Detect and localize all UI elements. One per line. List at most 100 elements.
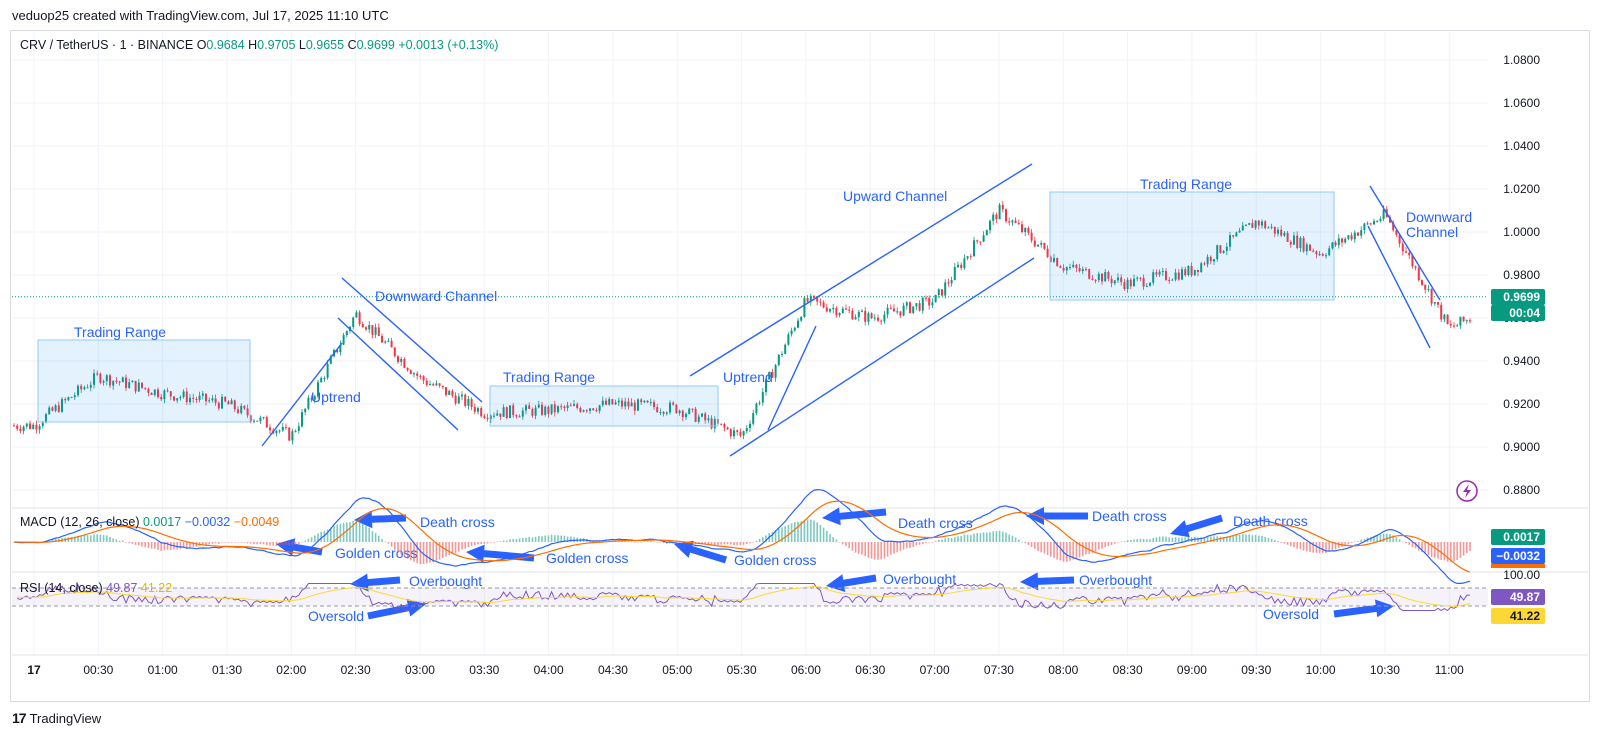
- candle-body: [403, 358, 406, 368]
- macd-histogram-bar: [48, 540, 50, 542]
- candle-body: [928, 297, 931, 306]
- macd-histogram-bar: [1347, 542, 1350, 545]
- candle-body: [397, 356, 399, 362]
- macd-histogram-bar: [1178, 537, 1180, 542]
- candle-body: [902, 305, 905, 316]
- macd-histogram-bar: [144, 542, 146, 548]
- candle-body: [857, 311, 860, 318]
- chart-credit: veduop25 created with TradingView.com, J…: [12, 8, 389, 23]
- candle-body: [937, 289, 940, 295]
- time-tick-label: 05:30: [727, 663, 757, 677]
- macd-histogram-bar: [890, 542, 892, 555]
- rsi-value: 49.87: [106, 581, 138, 595]
- candle-body: [589, 408, 591, 411]
- candle-body: [1360, 230, 1363, 236]
- macd-histogram-bar: [422, 542, 425, 565]
- candle-body: [1216, 245, 1219, 260]
- candle-body: [733, 430, 735, 437]
- macd-histogram-bar: [832, 537, 834, 542]
- candle-body: [70, 397, 73, 399]
- macd-histogram-bar: [797, 521, 799, 542]
- candle-body: [1267, 227, 1270, 229]
- brand-name: TradingView: [29, 710, 102, 726]
- rsi-ma-value: 41.22: [140, 581, 173, 595]
- macd-histogram-bar: [1264, 536, 1266, 542]
- candle-body: [1129, 279, 1132, 287]
- candle-body: [195, 398, 198, 400]
- macd-histogram-bar: [1325, 542, 1327, 553]
- candle-body: [819, 301, 822, 303]
- candle-body: [57, 405, 60, 412]
- rsi-legend[interactable]: RSI (14, close) 49.87 41.22: [20, 581, 172, 595]
- macd-histogram-bar: [218, 542, 220, 544]
- candle-body: [688, 408, 691, 414]
- candle-body: [157, 389, 159, 398]
- candle-body: [678, 410, 681, 414]
- tradingview-logo-icon: 17: [12, 710, 27, 726]
- uptrend-label-1: Uptrend: [311, 389, 361, 405]
- macd-histogram-bar: [368, 527, 370, 542]
- macd-histogram-bar: [1373, 536, 1375, 542]
- macd-histogram-bar: [710, 542, 713, 546]
- macd-histogram-bar: [160, 542, 162, 551]
- candle-body: [1440, 304, 1443, 320]
- tradingview-logo[interactable]: 17 TradingView: [12, 710, 101, 726]
- macd-histogram-bar: [467, 542, 470, 547]
- price-tick-label: 0.9800: [1503, 268, 1540, 282]
- candle-body: [1104, 272, 1107, 282]
- candle-body: [877, 317, 879, 321]
- macd-histogram-bar: [704, 542, 706, 545]
- macd-histogram-bar: [922, 542, 924, 544]
- symbol-legend[interactable]: CRV / TetherUS · 1 · BINANCE O0.9684 H0.…: [20, 38, 498, 52]
- macd-histogram-bar: [730, 542, 732, 545]
- oversold-label-2: Oversold: [1263, 606, 1319, 622]
- macd-histogram-bar: [909, 542, 911, 548]
- candle-body: [1257, 220, 1260, 226]
- macd-histogram-bar: [1258, 535, 1260, 542]
- macd-histogram-bar: [1187, 536, 1190, 542]
- macd-histogram-bar: [429, 542, 431, 563]
- macd-histogram-bar: [1008, 534, 1010, 542]
- candle-body: [38, 426, 41, 430]
- golden-cross-arrow-2: [466, 544, 535, 563]
- candle-body: [121, 377, 124, 383]
- candle-body: [1033, 240, 1036, 247]
- candle-body: [739, 431, 742, 436]
- macd-histogram-bar: [96, 534, 98, 542]
- macd-legend[interactable]: MACD (12, 26, close) 0.0017 −0.0032 −0.0…: [20, 515, 279, 529]
- macd-histogram-bar: [266, 542, 268, 546]
- macd-histogram-bar: [525, 537, 527, 542]
- candle-body: [1376, 221, 1379, 223]
- macd-histogram-bar: [544, 535, 546, 542]
- trend-lines: [261, 163, 1441, 457]
- candle-body: [576, 404, 579, 408]
- candle-body: [889, 307, 892, 309]
- candle-body: [368, 325, 371, 330]
- downward-channel-label-1: Downward Channel: [375, 288, 497, 304]
- candle-body: [35, 424, 38, 430]
- candle-body: [1075, 264, 1078, 268]
- candle-body: [1235, 232, 1238, 237]
- candle-body: [486, 417, 489, 419]
- rsi-line: [17, 582, 1471, 612]
- macd-histogram-bar: [643, 541, 646, 542]
- trading-range-box-3: [1049, 191, 1335, 301]
- macd-histogram-bar: [74, 536, 76, 542]
- macd-histogram-bar: [307, 538, 310, 542]
- macd-histogram-bar: [755, 540, 758, 542]
- macd-histogram-bar: [352, 520, 354, 542]
- macd-histogram-bar: [106, 535, 108, 542]
- candle-body: [707, 418, 710, 421]
- time-tick-label: 07:00: [920, 663, 950, 677]
- candle-body: [1392, 222, 1395, 231]
- macd-histogram-bar: [1050, 542, 1052, 557]
- candle-body: [422, 376, 425, 381]
- macd-histogram-bar: [109, 536, 111, 542]
- macd-histogram-bar: [938, 540, 940, 542]
- candle-body: [560, 406, 563, 408]
- candle-body: [131, 380, 134, 383]
- candle-body: [169, 391, 172, 397]
- candle-body: [592, 408, 595, 411]
- macd-histogram-bar: [288, 542, 290, 546]
